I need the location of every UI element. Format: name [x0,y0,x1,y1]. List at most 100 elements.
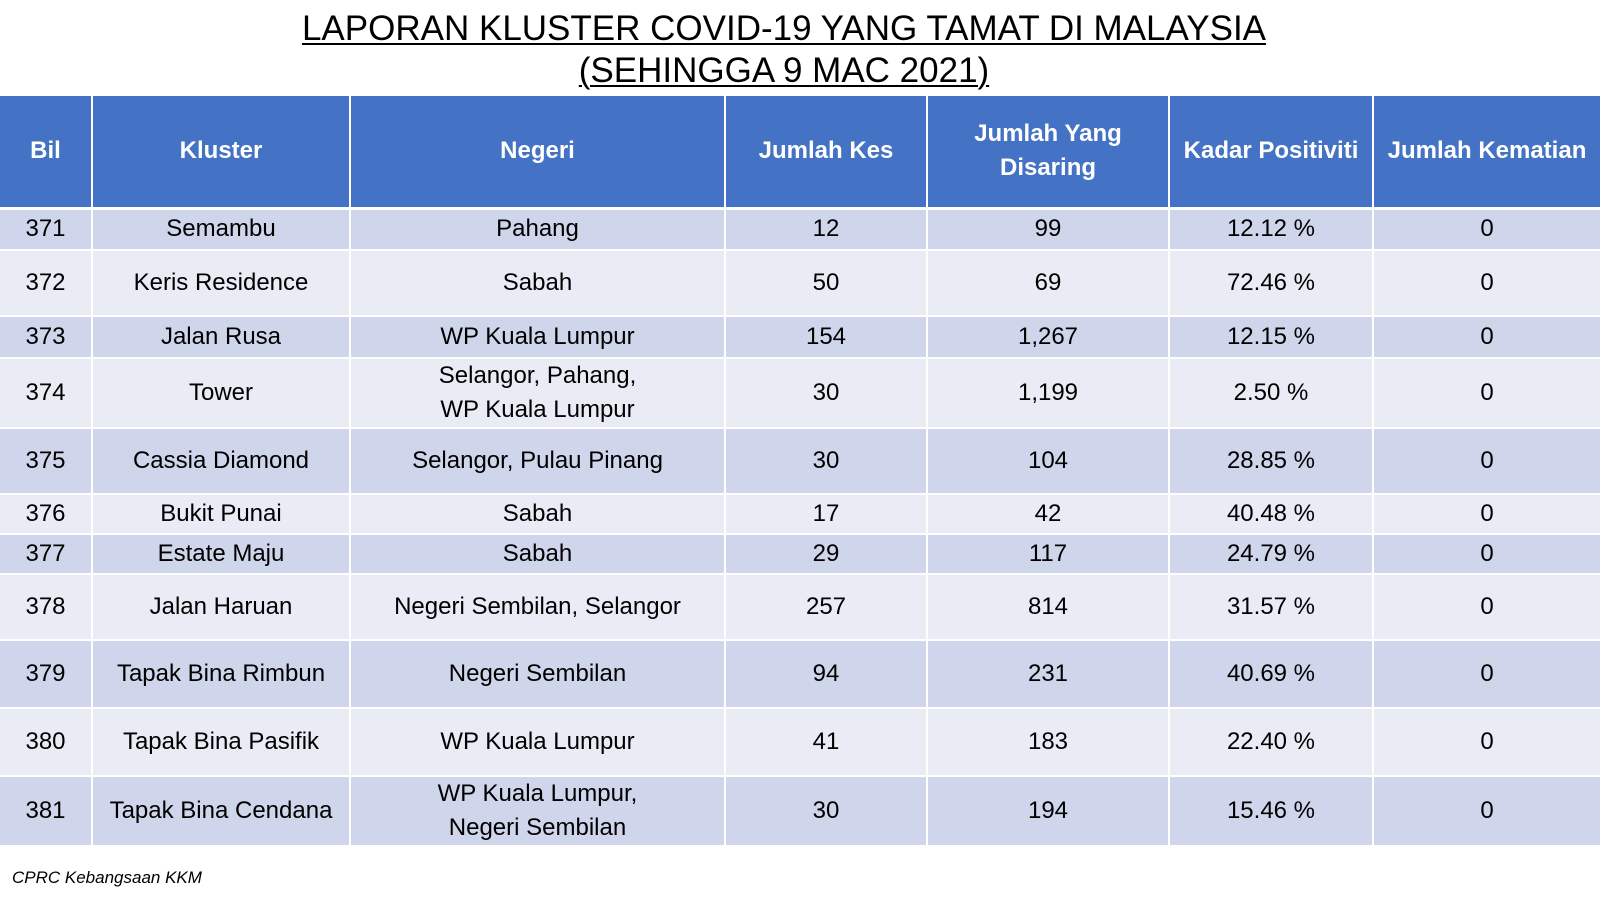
cell-negeri-text: Sabah [502,269,573,296]
cell-jumlah-kes: 30 [725,776,928,847]
cell-jumlah-disaring: 231 [927,640,1170,709]
cell-kluster-text: Tapak Bina Rimbun [116,660,326,687]
table-row: 381 Tapak Bina Cendana WP Kuala Lumpur, Ne… [0,776,1600,847]
table-row: 372 Keris Residence Sabah 50 69 72.46 % 0 [0,250,1600,317]
cell-bil-text: 377 [25,540,66,567]
cell-jumlah-kematian-text: 0 [1480,593,1494,620]
cell-negeri: Negeri Sembilan, Selangor [350,574,726,641]
cell-kadar-positiviti-text: 12.12 % [1226,215,1316,243]
cell-bil-text: 372 [25,269,66,296]
cell-jumlah-kematian-text: 0 [1480,215,1494,243]
cell-kadar-positiviti: 72.46 % [1169,250,1374,317]
cell-jumlah-kematian: 0 [1373,534,1600,575]
cell-jumlah-disaring-text: 194 [1027,797,1069,824]
cell-negeri-text: Selangor, Pahang, WP Kuala Lumpur [438,362,637,423]
table-row: 378 Jalan Haruan Negeri Sembilan, Selangor… [0,574,1600,641]
cell-bil-text: 380 [25,728,66,755]
cell-bil: 375 [0,428,93,495]
cell-jumlah-disaring-text: 104 [1027,447,1069,474]
cell-bil-text: 373 [25,323,66,350]
cell-jumlah-kematian: 0 [1373,250,1600,317]
cell-kluster: Tapak Bina Pasifik [92,708,351,777]
cell-jumlah-kematian-text: 0 [1480,500,1494,527]
cell-bil-text: 371 [25,215,66,243]
cell-jumlah-kematian: 0 [1373,316,1600,359]
header-kluster: Kluster [92,96,351,210]
cell-kluster: Keris Residence [92,250,351,317]
cell-kadar-positiviti-text: 31.57 % [1226,593,1316,620]
cell-bil: 378 [0,574,93,641]
cell-kluster-text: Tapak Bina Cendana [109,797,333,824]
cell-jumlah-kematian-text: 0 [1480,540,1494,567]
cell-kluster: Tapak Bina Cendana [92,776,351,847]
cell-kluster: Tapak Bina Rimbun [92,640,351,709]
cell-bil: 379 [0,640,93,709]
cell-jumlah-kes-text: 12 [812,215,840,243]
cell-jumlah-kes-text: 29 [812,540,840,567]
cell-bil-text: 376 [25,500,66,527]
cell-kluster-text: Tapak Bina Pasifik [122,728,320,755]
cell-jumlah-disaring: 117 [927,534,1170,575]
cell-kadar-positiviti-text: 2.50 % [1233,379,1309,406]
cell-kluster-text: Keris Residence [133,269,309,296]
cell-kadar-positiviti: 24.79 % [1169,534,1374,575]
cell-jumlah-kematian: 0 [1373,708,1600,777]
cell-negeri: WP Kuala Lumpur [350,708,726,777]
cell-kadar-positiviti: 31.57 % [1169,574,1374,641]
cell-jumlah-disaring-text: 231 [1027,660,1069,687]
cell-kluster: Tower [92,358,351,429]
cell-jumlah-kes: 41 [725,708,928,777]
cell-negeri-text: WP Kuala Lumpur [440,728,635,755]
cell-kluster-text: Bukit Punai [160,500,282,527]
cluster-table: Bil Kluster Negeri Jumlah Kes Jumlah Yan… [0,96,1600,847]
cell-kadar-positiviti: 12.15 % [1169,316,1374,359]
cell-jumlah-kematian: 0 [1373,208,1600,251]
cell-negeri: Selangor, Pulau Pinang [350,428,726,495]
cell-kadar-positiviti: 22.40 % [1169,708,1374,777]
source-note: CPRC Kebangsaan KKM [12,868,202,887]
cell-jumlah-kematian: 0 [1373,776,1600,847]
cell-jumlah-kes: 30 [725,428,928,495]
cell-bil: 371 [0,208,93,251]
cell-kluster-text: Estate Maju [157,540,285,567]
cell-jumlah-disaring-text: 69 [1034,269,1062,296]
cell-jumlah-disaring: 69 [927,250,1170,317]
cell-jumlah-disaring-text: 814 [1027,593,1069,620]
cell-jumlah-kes-text: 30 [812,447,840,474]
cell-kluster-text: Cassia Diamond [132,447,310,474]
table-row: 377 Estate Maju Sabah 29 117 24.79 % 0 [0,534,1600,575]
cell-jumlah-kes: 257 [725,574,928,641]
cell-kluster: Jalan Rusa [92,316,351,359]
cell-kadar-positiviti: 40.48 % [1169,494,1374,535]
header-jumlah-kes: Jumlah Kes [725,96,928,210]
cell-kluster-text: Jalan Rusa [160,323,282,350]
title-line-1: LAPORAN KLUSTER COVID-19 YANG TAMAT DI M… [301,9,1267,48]
cell-kluster: Estate Maju [92,534,351,575]
cell-jumlah-kes: 30 [725,358,928,429]
cell-negeri-text: Sabah [502,500,573,527]
cell-kadar-positiviti: 28.85 % [1169,428,1374,495]
cell-kluster-text: Semambu [166,215,276,243]
cell-kadar-positiviti: 2.50 % [1169,358,1374,429]
cell-kadar-positiviti-text: 12.15 % [1226,323,1316,350]
cell-jumlah-kematian: 0 [1373,494,1600,535]
header-kadar-positiviti: Kadar Positiviti [1169,96,1374,210]
cell-jumlah-kes: 29 [725,534,928,575]
table-row: 380 Tapak Bina Pasifik WP Kuala Lumpur 41 18… [0,708,1600,777]
cell-kluster: Cassia Diamond [92,428,351,495]
cell-jumlah-kes: 94 [725,640,928,709]
cell-jumlah-kes-text: 30 [812,797,840,824]
cell-bil: 381 [0,776,93,847]
cell-negeri: WP Kuala Lumpur, Negeri Sembilan [350,776,726,847]
cell-jumlah-kematian-text: 0 [1480,797,1494,824]
cell-kluster-text: Tower [188,379,254,406]
cell-jumlah-kes: 17 [725,494,928,535]
cell-jumlah-kematian: 0 [1373,428,1600,495]
cell-bil: 372 [0,250,93,317]
cell-jumlah-kes-text: 41 [812,728,840,755]
table-row: 373 Jalan Rusa WP Kuala Lumpur 154 1,267 12.1… [0,316,1600,359]
cell-jumlah-disaring: 183 [927,708,1170,777]
table-row: 376 Bukit Punai Sabah 17 42 40.48 % 0 [0,494,1600,535]
cell-negeri-text: Pahang [496,215,579,243]
cell-jumlah-kematian: 0 [1373,574,1600,641]
